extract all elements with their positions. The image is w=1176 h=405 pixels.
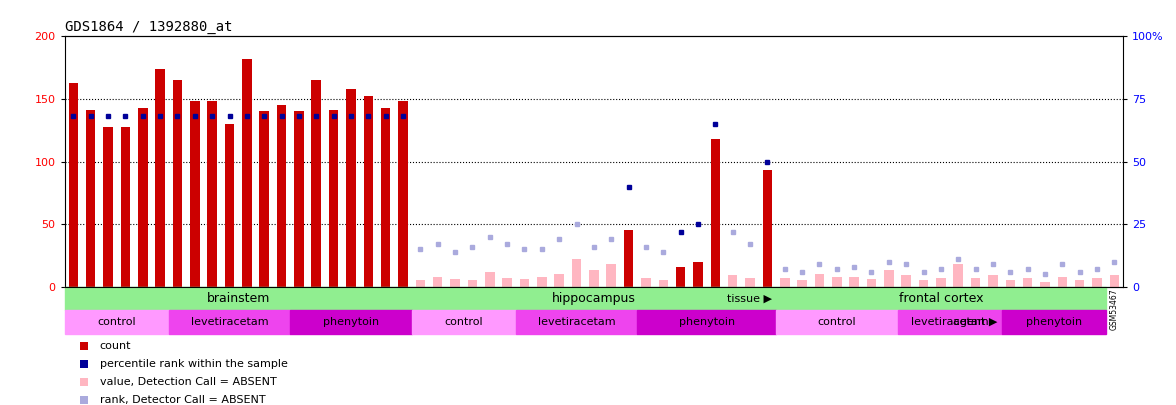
Bar: [1057, 277, 1067, 287]
Bar: [260, 111, 269, 287]
Bar: [776, 287, 1105, 310]
Bar: [918, 280, 928, 287]
Bar: [641, 278, 650, 287]
Bar: [412, 310, 516, 334]
Bar: [191, 102, 200, 287]
Bar: [121, 126, 131, 287]
Bar: [623, 230, 634, 287]
Text: levetiracetam: levetiracetam: [537, 318, 615, 327]
Bar: [155, 69, 165, 287]
Bar: [468, 280, 477, 287]
Bar: [1023, 278, 1033, 287]
Bar: [290, 310, 412, 334]
Bar: [450, 279, 460, 287]
Bar: [68, 83, 78, 287]
Bar: [902, 275, 911, 287]
Text: frontal cortex: frontal cortex: [898, 292, 983, 305]
Bar: [988, 275, 997, 287]
Bar: [415, 280, 426, 287]
Bar: [884, 271, 894, 287]
Bar: [746, 278, 755, 287]
Bar: [954, 264, 963, 287]
Text: percentile rank within the sample: percentile rank within the sample: [100, 359, 287, 369]
Bar: [225, 124, 234, 287]
Bar: [572, 259, 581, 287]
Text: brainstem: brainstem: [207, 292, 269, 305]
Text: tissue ▶: tissue ▶: [727, 294, 771, 303]
Bar: [867, 279, 876, 287]
Bar: [502, 278, 512, 287]
Text: levetiracetam: levetiracetam: [191, 318, 268, 327]
Bar: [169, 310, 290, 334]
Text: control: control: [817, 318, 856, 327]
Bar: [242, 59, 252, 287]
Bar: [589, 271, 599, 287]
Bar: [65, 287, 412, 310]
Bar: [728, 275, 737, 287]
Bar: [1002, 310, 1105, 334]
Bar: [276, 105, 286, 287]
Text: control: control: [445, 318, 483, 327]
Bar: [537, 277, 547, 287]
Bar: [637, 310, 776, 334]
Bar: [676, 266, 686, 287]
Bar: [554, 274, 564, 287]
Bar: [138, 108, 147, 287]
Bar: [103, 126, 113, 287]
Bar: [329, 110, 339, 287]
Text: GDS1864 / 1392880_at: GDS1864 / 1392880_at: [65, 20, 232, 34]
Text: agent ▶: agent ▶: [953, 318, 997, 327]
Bar: [65, 310, 169, 334]
Bar: [607, 264, 616, 287]
Bar: [936, 278, 946, 287]
Bar: [693, 262, 703, 287]
Bar: [516, 310, 637, 334]
Text: hippocampus: hippocampus: [552, 292, 636, 305]
Bar: [381, 108, 390, 287]
Bar: [659, 280, 668, 287]
Bar: [485, 272, 495, 287]
Text: rank, Detector Call = ABSENT: rank, Detector Call = ABSENT: [100, 395, 266, 405]
Bar: [346, 89, 355, 287]
Bar: [797, 280, 807, 287]
Bar: [710, 139, 720, 287]
Text: control: control: [98, 318, 136, 327]
Bar: [831, 277, 842, 287]
Text: phenytoin: phenytoin: [323, 318, 379, 327]
Bar: [520, 279, 529, 287]
Bar: [363, 96, 373, 287]
Bar: [433, 277, 442, 287]
Bar: [399, 102, 408, 287]
Bar: [780, 278, 789, 287]
Bar: [776, 310, 897, 334]
Bar: [762, 170, 773, 287]
Text: count: count: [100, 341, 131, 351]
Bar: [1093, 278, 1102, 287]
Bar: [1110, 275, 1120, 287]
Bar: [294, 111, 303, 287]
Bar: [312, 80, 321, 287]
Bar: [971, 278, 981, 287]
Bar: [815, 274, 824, 287]
Bar: [86, 110, 95, 287]
Bar: [207, 102, 216, 287]
Bar: [849, 277, 858, 287]
Bar: [1005, 280, 1015, 287]
Bar: [897, 310, 1002, 334]
Bar: [173, 80, 182, 287]
Bar: [1075, 280, 1084, 287]
Bar: [1041, 281, 1050, 287]
Text: value, Detection Call = ABSENT: value, Detection Call = ABSENT: [100, 377, 276, 387]
Text: phenytoin: phenytoin: [1025, 318, 1082, 327]
Text: levetiracetam: levetiracetam: [910, 318, 988, 327]
Bar: [412, 287, 776, 310]
Text: phenytoin: phenytoin: [679, 318, 735, 327]
